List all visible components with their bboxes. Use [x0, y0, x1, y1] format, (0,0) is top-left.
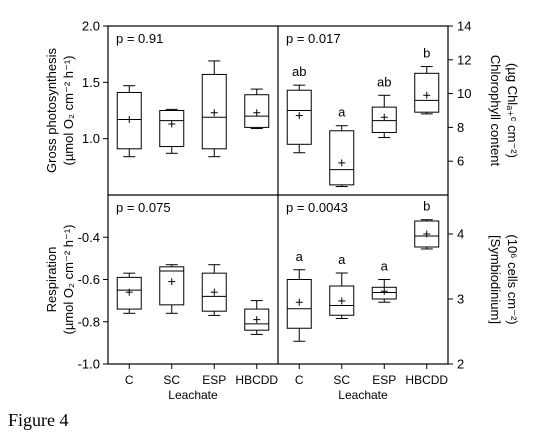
y-axis-label: Gross photosynthesis	[44, 48, 59, 174]
ytick-label: 6	[457, 154, 464, 169]
significance-letter: a	[296, 249, 304, 264]
y-axis-label-units: (µg Chlₐ₊ᶜ cm⁻²)	[505, 63, 520, 158]
ytick-label: 4	[457, 227, 464, 242]
significance-letter: ab	[292, 64, 306, 79]
xtick-label: SC	[163, 373, 180, 387]
y-axis-label-units: (µmol O₂ cm⁻² h⁻¹)	[61, 224, 76, 334]
panel-bottom-left: -0.4 -0.6 -0.8 -1.0 p = 0.075 C SC ESP HBCDD Leac…	[78, 200, 279, 402]
xtick-label: HBCDD	[405, 373, 448, 387]
box-iqr	[159, 266, 185, 306]
panel-top-left: 2.0 1.5 1.0 p = 0.91	[82, 19, 270, 158]
y-axis-label: [Symbiodinium]	[488, 235, 503, 324]
ytick-label: 8	[457, 120, 464, 135]
panel-bottom-right: 4 3 2 p = 0.0043 a Ca SC a ESP b HBCDD Leachate	[286, 199, 464, 402]
figure-caption: Figure 4	[8, 410, 69, 430]
ytick-label: 2	[457, 357, 464, 372]
ytick-label: 10	[457, 86, 471, 101]
xtick-label: C	[125, 373, 134, 387]
significance-letter: a	[338, 105, 346, 120]
ytick-label: 3	[457, 292, 464, 307]
box-iqr	[159, 110, 185, 148]
y-axis-label: Chlorophyll content	[488, 55, 503, 167]
box-iqr	[116, 276, 142, 310]
y-axis-label-units: (µmol O₂ cm⁻² h⁻¹)	[61, 55, 76, 165]
box-iqr	[329, 130, 355, 186]
ytick-label: -0.8	[78, 314, 100, 329]
p-value-label: p = 0.075	[116, 200, 171, 215]
p-value-label: p = 0.017	[286, 31, 341, 46]
ytick-label: -1.0	[78, 357, 100, 372]
ytick-label: 14	[457, 19, 471, 34]
xtick-label: ESP	[202, 373, 226, 387]
axis-labels-group: Gross photosynthesis (µmol O₂ cm⁻² h⁻¹) Ch…	[44, 48, 520, 335]
p-value-label: p = 0.0043	[286, 200, 348, 215]
xtick-label: ESP	[372, 373, 396, 387]
box-iqr	[244, 94, 270, 128]
xtick-label: C	[295, 373, 304, 387]
ytick-label: 1.0	[82, 131, 100, 146]
significance-letter: b	[423, 46, 430, 61]
ytick-label: -0.6	[78, 272, 100, 287]
xtick-label: SC	[333, 373, 350, 387]
ytick-label: 2.0	[82, 19, 100, 34]
significance-letter: a	[338, 252, 346, 267]
ytick-label: -0.4	[78, 230, 100, 245]
box-iqr	[329, 285, 355, 316]
y-axis-label-units: (10⁶ cells cm⁻²)	[505, 234, 520, 324]
box-iqr	[286, 89, 312, 145]
panel-top-right: 14 12 10 8 6 p = 0.017 ab a ab b	[286, 19, 471, 188]
p-value-label: p = 0.91	[116, 31, 163, 46]
xtick-label: HBCDD	[235, 373, 278, 387]
x-axis-label: Leachate	[168, 388, 218, 402]
x-axis-label: Leachate	[338, 388, 388, 402]
ytick-label: 1.5	[82, 75, 100, 90]
y-axis-label: Respiration	[44, 247, 59, 313]
significance-letter: a	[381, 259, 389, 274]
significance-letter: ab	[377, 74, 391, 89]
significance-letter: b	[423, 199, 430, 214]
ytick-label: 12	[457, 52, 471, 67]
